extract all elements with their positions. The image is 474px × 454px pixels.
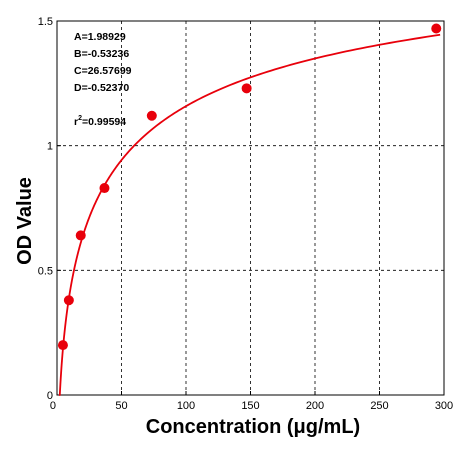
y-axis-title: OD Value <box>14 177 36 265</box>
x-tick-label: 150 <box>241 400 259 412</box>
y-tick-label: 0 <box>47 390 53 402</box>
param-a-text: A=1.98929 <box>74 31 126 43</box>
data-point <box>99 183 110 194</box>
y-tick-labels: 0 0.5 1 1.5 <box>38 16 53 402</box>
r-squared-value: =0.99594 <box>82 116 126 128</box>
data-points <box>57 23 442 351</box>
grid-lines <box>57 21 444 395</box>
r-squared-superscript: 2 <box>78 115 82 122</box>
data-point <box>57 340 68 351</box>
y-tick-label: 1 <box>47 141 53 153</box>
x-tick-labels: 0 50 100 150 200 250 300 <box>50 400 453 412</box>
r-squared-symbol: r <box>74 116 78 128</box>
x-tick-label: 250 <box>370 400 388 412</box>
x-axis-title: Concentration (μg/mL) <box>146 416 360 438</box>
y-tick-label: 0.5 <box>38 265 53 277</box>
x-tick-label: 100 <box>177 400 195 412</box>
param-d-text: D=-0.52370 <box>74 82 129 94</box>
data-point <box>63 295 74 306</box>
param-b-text: B=-0.53236 <box>74 48 129 60</box>
x-tick-label: 200 <box>306 400 324 412</box>
data-point <box>146 110 157 121</box>
y-tick-label: 1.5 <box>38 16 53 28</box>
x-tick-label: 0 <box>50 400 56 412</box>
data-point <box>241 83 252 94</box>
parameter-box: A=1.98929 B=-0.53236 C=26.57699 D=-0.523… <box>74 31 132 128</box>
data-point <box>431 23 442 34</box>
x-tick-label: 50 <box>115 400 127 412</box>
x-tick-label: 300 <box>435 400 453 412</box>
r-squared-text: r2=0.99594 <box>74 115 126 128</box>
data-point <box>75 230 86 241</box>
fit-curve <box>58 33 441 396</box>
param-c-text: C=26.57699 <box>74 65 132 77</box>
